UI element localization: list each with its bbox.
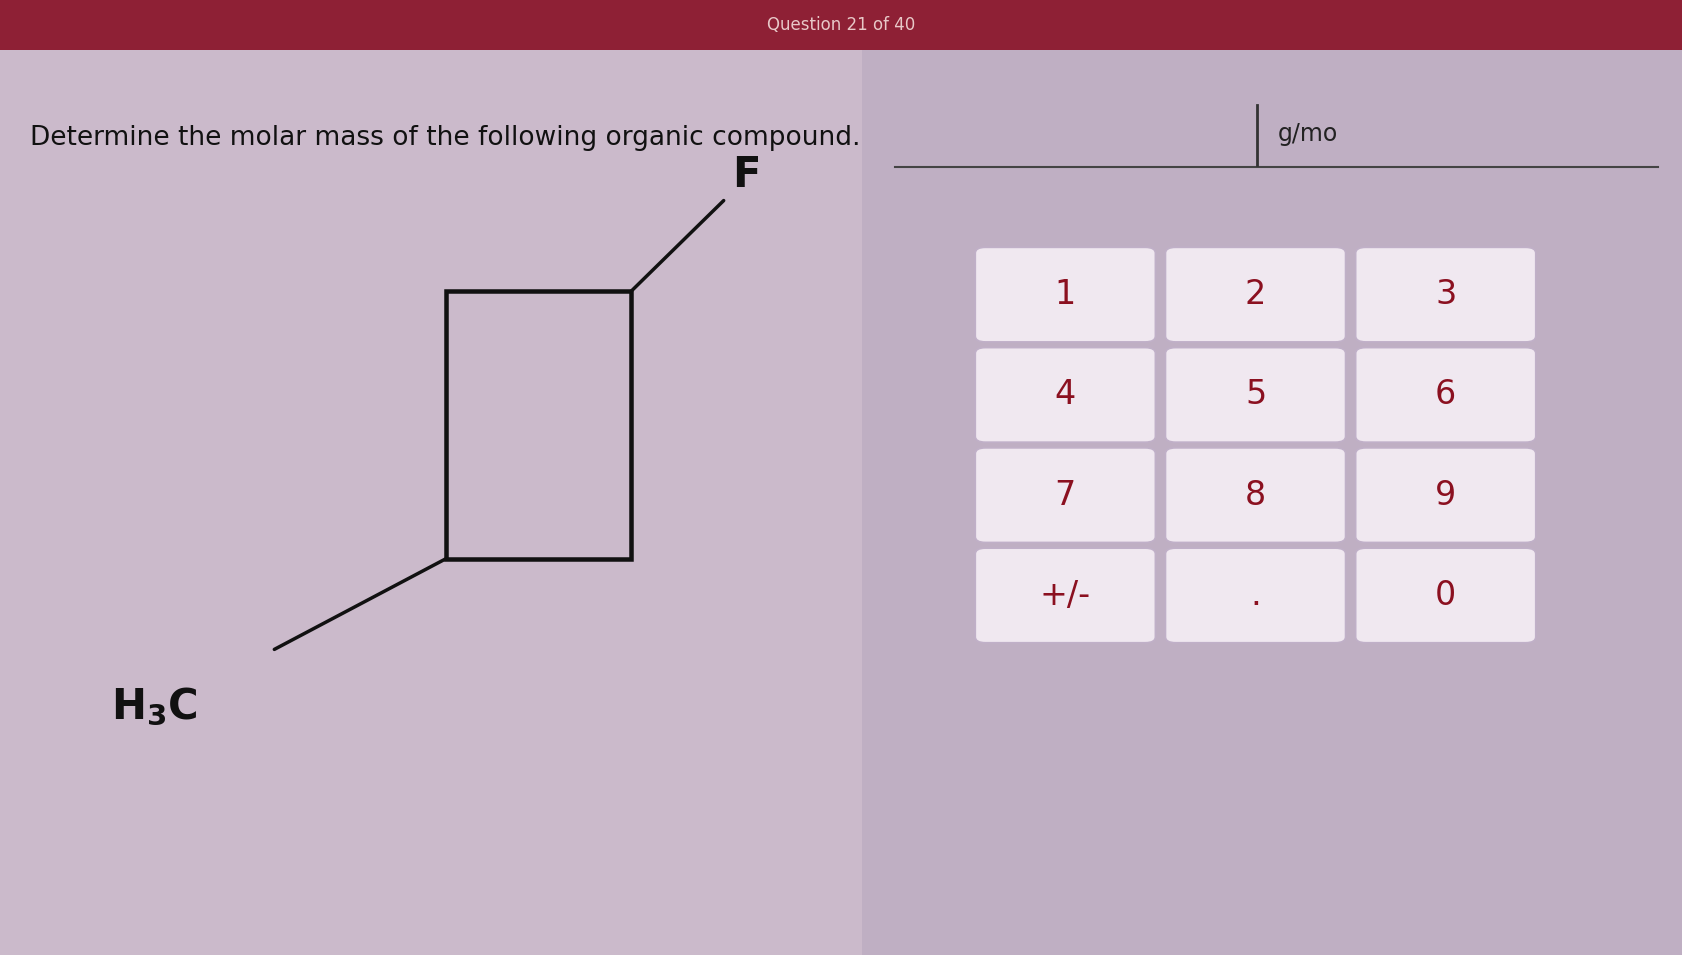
FancyBboxPatch shape (1356, 548, 1534, 643)
FancyBboxPatch shape (1164, 247, 1346, 342)
FancyBboxPatch shape (976, 548, 1154, 643)
Text: 0: 0 (1435, 579, 1455, 612)
Text: Question 21 of 40: Question 21 of 40 (767, 16, 915, 33)
FancyBboxPatch shape (1356, 348, 1534, 442)
Text: 5: 5 (1245, 378, 1265, 412)
Text: 3: 3 (1435, 278, 1455, 311)
FancyBboxPatch shape (1356, 448, 1534, 542)
Text: +/-: +/- (1039, 579, 1090, 612)
FancyBboxPatch shape (1164, 348, 1346, 442)
FancyBboxPatch shape (1164, 548, 1346, 643)
FancyBboxPatch shape (1164, 448, 1346, 542)
Text: 9: 9 (1435, 478, 1455, 512)
Text: 2: 2 (1245, 278, 1265, 311)
Bar (446, 291, 631, 559)
Text: 4: 4 (1055, 378, 1075, 412)
Text: 6: 6 (1435, 378, 1455, 412)
Text: F: F (732, 154, 760, 196)
Text: $\mathbf{H_3C}$: $\mathbf{H_3C}$ (111, 686, 197, 728)
Text: g/mo: g/mo (1277, 121, 1337, 146)
Bar (0, 0, 1682, 50)
Text: 8: 8 (1245, 478, 1265, 512)
FancyBboxPatch shape (976, 247, 1154, 342)
Bar (0, 0, 861, 955)
Text: .: . (1250, 579, 1260, 612)
Text: 7: 7 (1055, 478, 1075, 512)
Text: 1: 1 (1055, 278, 1075, 311)
FancyBboxPatch shape (1356, 247, 1534, 342)
Text: Determine the molar mass of the following organic compound.: Determine the molar mass of the followin… (30, 125, 860, 152)
FancyBboxPatch shape (976, 348, 1154, 442)
Bar (861, 0, 1682, 955)
FancyBboxPatch shape (976, 448, 1154, 542)
